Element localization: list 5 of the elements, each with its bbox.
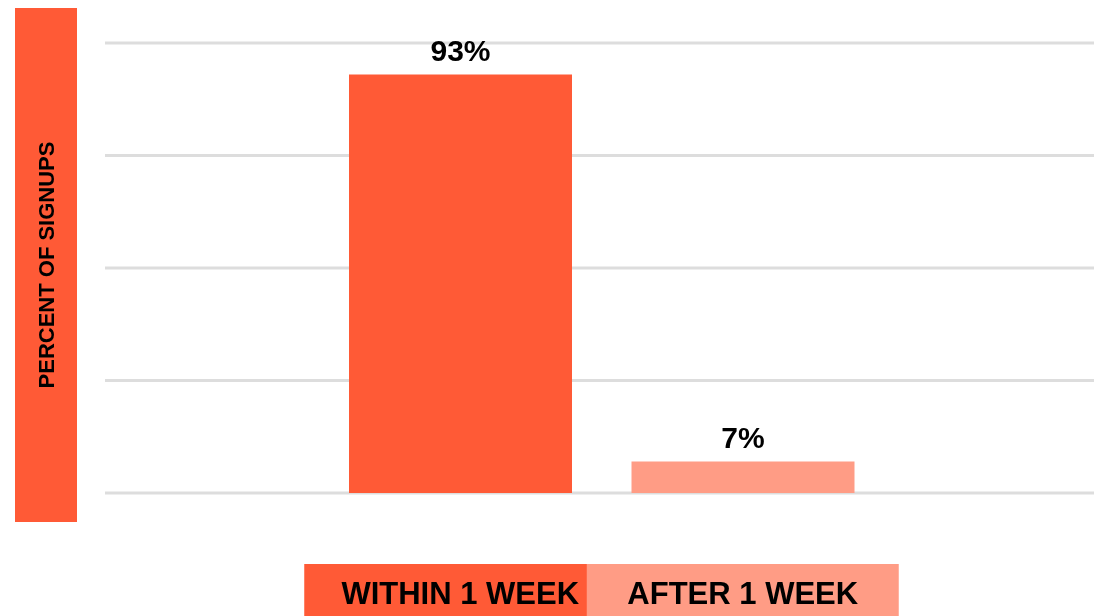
x-tick-label: AFTER 1 WEEK (627, 576, 859, 611)
x-tick-label: WITHIN 1 WEEK (341, 576, 580, 611)
data-label: 93% (430, 33, 491, 67)
y-axis-title: PERCENT OF SIGNUPS (34, 141, 59, 389)
data-label: 7% (721, 420, 765, 454)
